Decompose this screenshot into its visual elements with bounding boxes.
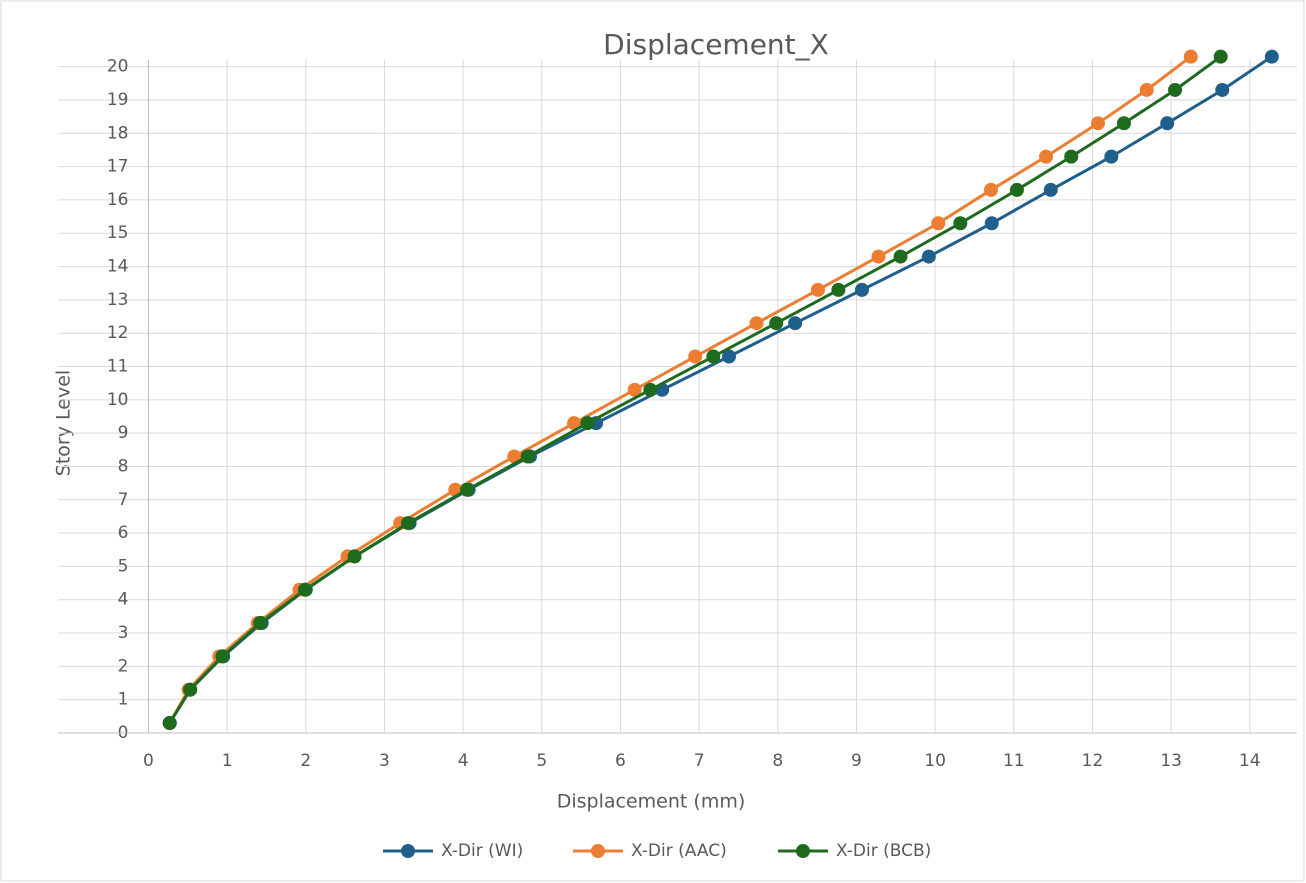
x-tick-label: 3 bbox=[379, 751, 390, 771]
y-tick-label: 7 bbox=[118, 490, 129, 510]
data-point bbox=[688, 349, 703, 364]
data-point bbox=[627, 382, 642, 397]
data-point bbox=[1009, 182, 1024, 197]
data-point bbox=[749, 316, 764, 331]
x-tick-label: 13 bbox=[1160, 751, 1182, 771]
data-point bbox=[347, 549, 362, 564]
x-axis-title: Displacement (mm) bbox=[557, 791, 746, 813]
data-point bbox=[401, 516, 416, 531]
data-point bbox=[507, 449, 522, 464]
legend-label: X-Dir (WI) bbox=[441, 841, 523, 861]
legend-label: X-Dir (BCB) bbox=[836, 841, 931, 861]
x-tick-label: 4 bbox=[458, 751, 469, 771]
data-point bbox=[788, 316, 803, 331]
data-point bbox=[1104, 149, 1119, 164]
data-point bbox=[983, 182, 998, 197]
data-point bbox=[893, 249, 908, 264]
x-tick-label: 7 bbox=[694, 751, 705, 771]
x-tick-label: 1 bbox=[222, 751, 233, 771]
y-tick-label: 8 bbox=[118, 456, 129, 476]
legend-marker bbox=[401, 844, 415, 858]
data-point bbox=[1215, 82, 1230, 97]
data-point bbox=[643, 382, 658, 397]
data-point bbox=[1043, 182, 1058, 197]
data-point bbox=[953, 216, 968, 231]
y-tick-label: 14 bbox=[107, 257, 129, 277]
data-point bbox=[984, 216, 999, 231]
y-tick-label: 16 bbox=[107, 190, 129, 210]
x-tick-label: 0 bbox=[143, 751, 154, 771]
legend-label: X-Dir (AAC) bbox=[631, 841, 727, 861]
data-point bbox=[183, 682, 198, 697]
data-point bbox=[580, 416, 595, 431]
x-tick-label: 2 bbox=[300, 751, 311, 771]
y-tick-label: 3 bbox=[118, 623, 129, 643]
y-tick-label: 6 bbox=[118, 523, 129, 543]
y-tick-label: 19 bbox=[107, 90, 129, 110]
x-tick-label: 8 bbox=[772, 751, 783, 771]
data-point bbox=[520, 449, 535, 464]
data-point bbox=[1168, 82, 1183, 97]
chart-title: Displacement_X bbox=[603, 28, 829, 61]
data-point bbox=[854, 282, 869, 297]
data-point bbox=[460, 482, 475, 497]
y-tick-label: 18 bbox=[107, 123, 129, 143]
y-tick-label: 10 bbox=[107, 390, 129, 410]
y-tick-label: 13 bbox=[107, 290, 129, 310]
y-tick-label: 15 bbox=[107, 223, 129, 243]
data-point bbox=[1064, 149, 1079, 164]
data-point bbox=[722, 349, 737, 364]
data-point bbox=[1264, 49, 1279, 64]
data-point bbox=[1183, 49, 1198, 64]
x-tick-label: 10 bbox=[924, 751, 946, 771]
data-point bbox=[1213, 49, 1228, 64]
data-point bbox=[162, 716, 177, 731]
y-tick-label: 17 bbox=[107, 157, 129, 177]
x-tick-label: 12 bbox=[1082, 751, 1104, 771]
data-point bbox=[253, 616, 268, 631]
data-point bbox=[810, 282, 825, 297]
data-point bbox=[1139, 82, 1154, 97]
data-point bbox=[298, 582, 313, 597]
x-tick-label: 14 bbox=[1239, 751, 1261, 771]
y-tick-label: 20 bbox=[107, 57, 129, 77]
x-tick-label: 5 bbox=[536, 751, 547, 771]
y-tick-label: 9 bbox=[118, 423, 129, 443]
data-point bbox=[921, 249, 936, 264]
data-point bbox=[706, 349, 721, 364]
y-tick-label: 4 bbox=[118, 590, 129, 610]
y-tick-label: 5 bbox=[118, 556, 129, 576]
y-tick-label: 12 bbox=[107, 323, 129, 343]
data-point bbox=[871, 249, 886, 264]
data-point bbox=[931, 216, 946, 231]
data-point bbox=[1090, 116, 1105, 131]
data-point bbox=[831, 282, 846, 297]
x-tick-label: 6 bbox=[615, 751, 626, 771]
data-point bbox=[1116, 116, 1131, 131]
data-point bbox=[1160, 116, 1175, 131]
legend-marker bbox=[591, 844, 605, 858]
data-point bbox=[1039, 149, 1054, 164]
legend-marker bbox=[796, 844, 810, 858]
data-point bbox=[769, 316, 784, 331]
y-tick-label: 1 bbox=[118, 690, 129, 710]
y-tick-label: 2 bbox=[118, 656, 129, 676]
data-point bbox=[567, 416, 582, 431]
data-point bbox=[215, 649, 230, 664]
x-tick-label: 9 bbox=[851, 751, 862, 771]
y-tick-label: 11 bbox=[107, 357, 129, 377]
y-axis-title: Story Level bbox=[53, 370, 75, 476]
x-tick-label: 11 bbox=[1003, 751, 1025, 771]
